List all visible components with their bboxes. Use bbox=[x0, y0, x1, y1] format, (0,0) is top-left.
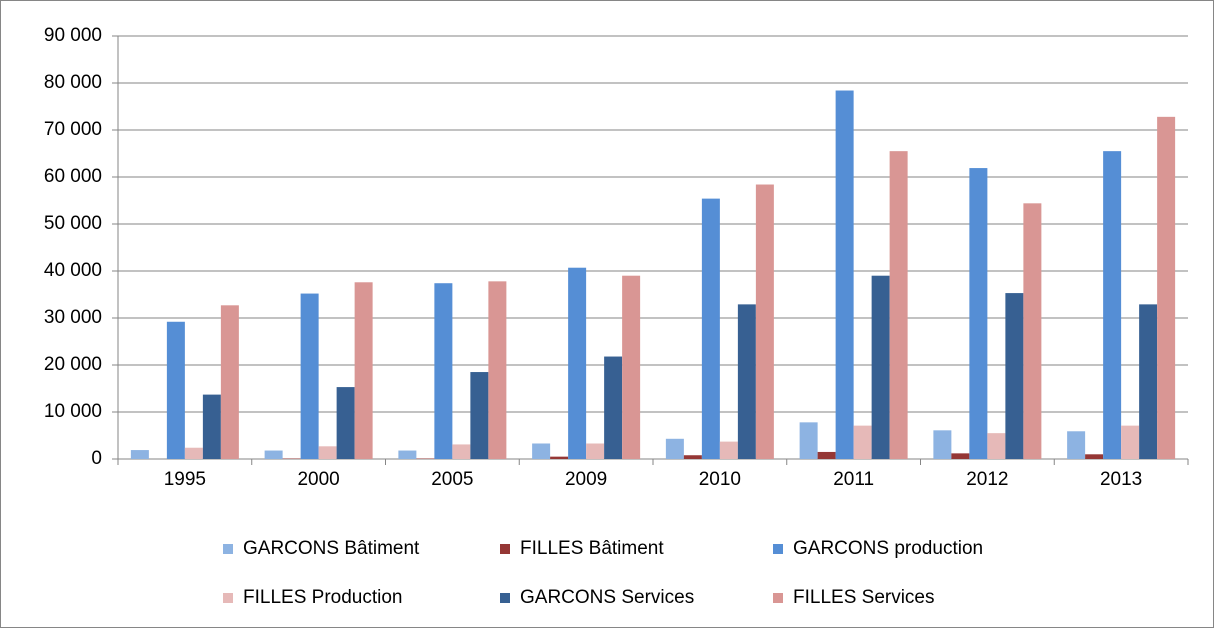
y-tick-label: 40 000 bbox=[44, 260, 102, 281]
x-tick-label: 2011 bbox=[833, 469, 874, 490]
bar bbox=[665, 438, 684, 459]
y-tick-label: 30 000 bbox=[44, 307, 102, 328]
legend-swatch bbox=[773, 593, 783, 603]
y-tick-label: 10 000 bbox=[44, 401, 102, 422]
bar bbox=[799, 422, 818, 459]
legend-swatch bbox=[773, 544, 783, 554]
x-tick-label: 2000 bbox=[297, 469, 339, 490]
legend-swatch bbox=[223, 593, 233, 603]
bar bbox=[853, 425, 872, 459]
bar bbox=[532, 443, 551, 459]
legend-label: FILLES Services bbox=[793, 587, 935, 608]
x-tick-label: 1995 bbox=[164, 469, 206, 490]
legend-label: GARCONS Bâtiment bbox=[243, 538, 420, 559]
y-tick-label: 0 bbox=[91, 448, 102, 469]
y-tick-label: 70 000 bbox=[44, 119, 102, 140]
bar bbox=[1121, 425, 1140, 459]
legend-swatch bbox=[500, 544, 510, 554]
bar bbox=[1067, 431, 1086, 459]
bar bbox=[683, 455, 702, 459]
x-tick-label: 2009 bbox=[565, 469, 607, 490]
bar bbox=[1157, 116, 1176, 459]
legend-swatch bbox=[500, 593, 510, 603]
bar bbox=[755, 184, 774, 459]
x-tick-label: 2010 bbox=[699, 469, 741, 490]
bar bbox=[130, 450, 149, 459]
legend-label: FILLES Production bbox=[243, 587, 402, 608]
y-tick-label: 50 000 bbox=[44, 213, 102, 234]
bar bbox=[434, 283, 453, 459]
legend-swatch bbox=[223, 544, 233, 554]
legend-label: GARCONS production bbox=[793, 538, 983, 559]
bar bbox=[398, 450, 417, 459]
bar bbox=[737, 304, 756, 459]
bar bbox=[336, 387, 355, 459]
bar bbox=[568, 267, 587, 459]
bar bbox=[969, 168, 988, 459]
bar bbox=[1023, 203, 1042, 459]
bar bbox=[701, 198, 720, 459]
bar bbox=[318, 446, 337, 459]
bar bbox=[452, 444, 471, 459]
bar bbox=[220, 305, 239, 459]
bar bbox=[184, 447, 203, 459]
bar bbox=[1139, 304, 1158, 459]
legend-label: GARCONS Services bbox=[520, 587, 694, 608]
bar bbox=[470, 372, 489, 459]
bar bbox=[586, 443, 605, 459]
bar bbox=[166, 321, 185, 459]
bar bbox=[817, 451, 836, 459]
bar bbox=[622, 275, 641, 459]
bar bbox=[987, 433, 1006, 459]
bar bbox=[871, 275, 890, 459]
bar bbox=[202, 394, 221, 459]
bar bbox=[300, 293, 319, 459]
bar bbox=[550, 456, 569, 459]
x-tick-label: 2005 bbox=[431, 469, 473, 490]
bar bbox=[604, 356, 623, 459]
bar bbox=[488, 281, 507, 459]
bar bbox=[719, 441, 738, 459]
legend-label: FILLES Bâtiment bbox=[520, 538, 664, 559]
bar bbox=[264, 450, 283, 459]
bar bbox=[889, 151, 908, 459]
bar bbox=[1005, 293, 1024, 459]
bar bbox=[933, 430, 952, 459]
y-tick-label: 60 000 bbox=[44, 166, 102, 187]
y-tick-label: 90 000 bbox=[44, 25, 102, 46]
bar bbox=[835, 90, 854, 460]
bar bbox=[354, 282, 373, 459]
bar bbox=[951, 453, 970, 459]
x-tick-label: 2012 bbox=[966, 469, 1008, 490]
x-tick-label: 2013 bbox=[1100, 469, 1142, 490]
bar bbox=[1085, 454, 1104, 459]
bar bbox=[1103, 151, 1122, 459]
y-tick-label: 80 000 bbox=[44, 72, 102, 93]
y-tick-label: 20 000 bbox=[44, 354, 102, 375]
